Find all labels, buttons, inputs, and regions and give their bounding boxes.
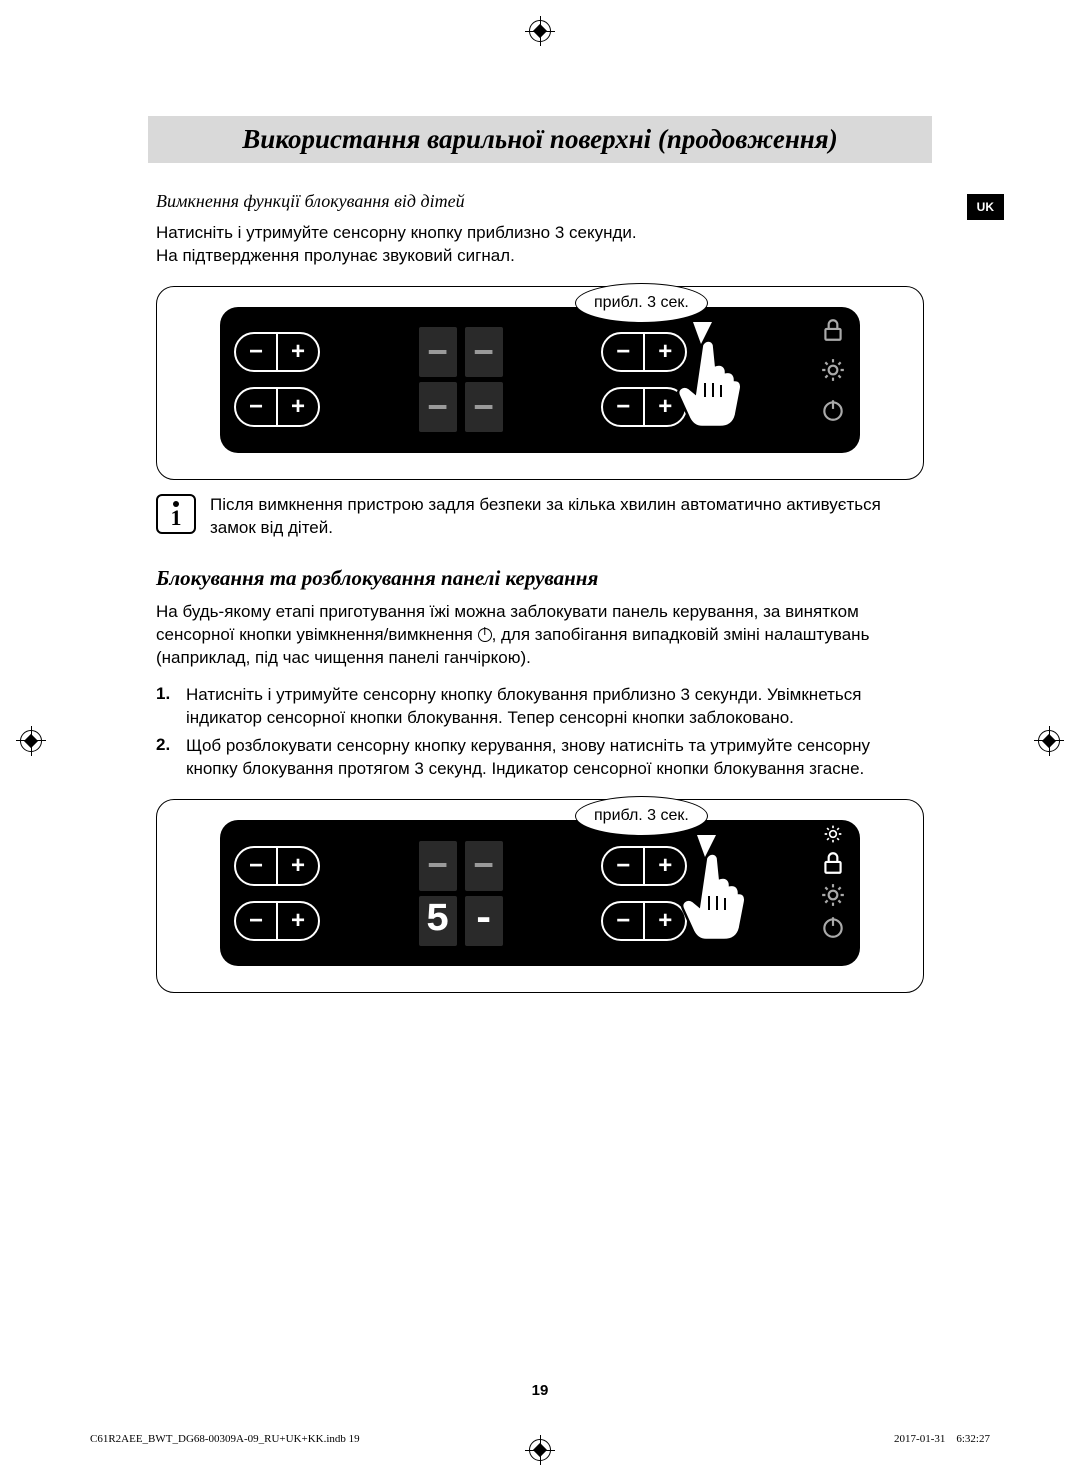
section1-line1: Натисніть і утримуйте сенсорну кнопку пр… xyxy=(156,222,924,245)
page-title-bar: Використання варильної поверхні (продовж… xyxy=(148,116,932,163)
diagram-2-frame: прибл. 3 сек. −+ – – −+ −+ 5 - −+ xyxy=(156,799,924,993)
page-title: Використання варильної поверхні (продовж… xyxy=(160,124,920,155)
step-number: 2. xyxy=(156,735,178,781)
display-group-bottom: 5 - xyxy=(419,896,503,946)
section2-heading: Блокування та розблокування панелі керув… xyxy=(156,566,932,591)
info-icon: 1 xyxy=(156,494,196,534)
seg-display: – xyxy=(419,327,457,377)
seg-display: 5 xyxy=(419,896,457,946)
light-icon xyxy=(820,357,846,383)
page-content: Використання варильної поверхні (продовж… xyxy=(148,116,932,993)
power-icon xyxy=(820,397,846,423)
speech-bubble-1: прибл. 3 сек. xyxy=(575,283,708,323)
footer-right: 2017-01-31 6:32:27 xyxy=(894,1433,990,1445)
panel-icon-column xyxy=(820,317,846,423)
display-group-bottom: – – xyxy=(419,382,503,432)
section1-line2: На підтвердження пролунає звуковий сигна… xyxy=(156,245,924,268)
registration-mark-right xyxy=(1038,730,1060,752)
minus-plus-control: −+ xyxy=(234,846,320,886)
footer-left: C61R2AEE_BWT_DG68-00309A-09_RU+UK+KK.ind… xyxy=(90,1433,360,1445)
control-panel-1: прибл. 3 сек. −+ – – −+ −+ – – −+ xyxy=(220,307,860,453)
language-tag: UK xyxy=(967,194,1004,220)
step-text: Щоб розблокувати сенсорну кнопку керуван… xyxy=(186,735,924,781)
light-icon xyxy=(823,824,843,844)
power-icon xyxy=(820,914,846,940)
lock-icon xyxy=(820,317,846,343)
minus-plus-control: −+ xyxy=(601,901,687,941)
ordered-steps: 1. Натисніть і утримуйте сенсорну кнопку… xyxy=(156,684,924,782)
step-number: 1. xyxy=(156,684,178,730)
info-note: 1 Після вимкнення пристрою задля безпеки… xyxy=(156,494,924,540)
minus-plus-control: −+ xyxy=(234,901,320,941)
hand-pointer-icon xyxy=(672,337,742,427)
lock-icon xyxy=(820,850,846,876)
minus-plus-control: −+ xyxy=(234,387,320,427)
section2-intro: На будь-якому етапі приготування їжі мож… xyxy=(156,601,924,670)
seg-display: – xyxy=(419,382,457,432)
minus-plus-control: −+ xyxy=(601,846,687,886)
page-number: 19 xyxy=(532,1382,549,1399)
step-1: 1. Натисніть і утримуйте сенсорну кнопку… xyxy=(156,684,924,730)
print-footer: C61R2AEE_BWT_DG68-00309A-09_RU+UK+KK.ind… xyxy=(90,1433,990,1445)
control-panel-2: прибл. 3 сек. −+ – – −+ −+ 5 - −+ xyxy=(220,820,860,966)
registration-mark-top xyxy=(529,20,551,42)
hand-pointer-icon xyxy=(676,850,746,940)
speech-bubble-2: прибл. 3 сек. xyxy=(575,796,708,836)
seg-display: – xyxy=(465,327,503,377)
registration-mark-left xyxy=(20,730,42,752)
seg-display: - xyxy=(465,896,503,946)
panel-icon-column xyxy=(820,824,846,940)
seg-display: – xyxy=(419,841,457,891)
display-group-top: – – xyxy=(419,841,503,891)
step-2: 2. Щоб розблокувати сенсорну кнопку керу… xyxy=(156,735,924,781)
seg-display: – xyxy=(465,841,503,891)
minus-plus-control: −+ xyxy=(234,332,320,372)
info-text: Після вимкнення пристрою задля безпеки з… xyxy=(210,494,924,540)
power-icon-inline xyxy=(478,628,492,642)
diagram-1-frame: прибл. 3 сек. −+ – – −+ −+ – – −+ xyxy=(156,286,924,480)
display-group-top: – – xyxy=(419,327,503,377)
section1-subtitle: Вимкнення функції блокування від дітей xyxy=(156,191,932,212)
step-text: Натисніть і утримуйте сенсорну кнопку бл… xyxy=(186,684,924,730)
seg-display: – xyxy=(465,382,503,432)
light-icon xyxy=(820,882,846,908)
